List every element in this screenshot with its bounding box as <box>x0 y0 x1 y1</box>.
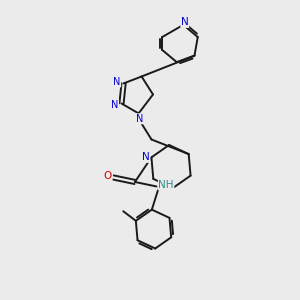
Text: N: N <box>136 114 143 124</box>
Text: N: N <box>181 17 189 28</box>
Text: O: O <box>104 171 112 181</box>
Text: N: N <box>142 152 150 162</box>
Text: NH: NH <box>158 180 174 190</box>
Text: N: N <box>113 77 121 87</box>
Text: N: N <box>111 100 118 110</box>
